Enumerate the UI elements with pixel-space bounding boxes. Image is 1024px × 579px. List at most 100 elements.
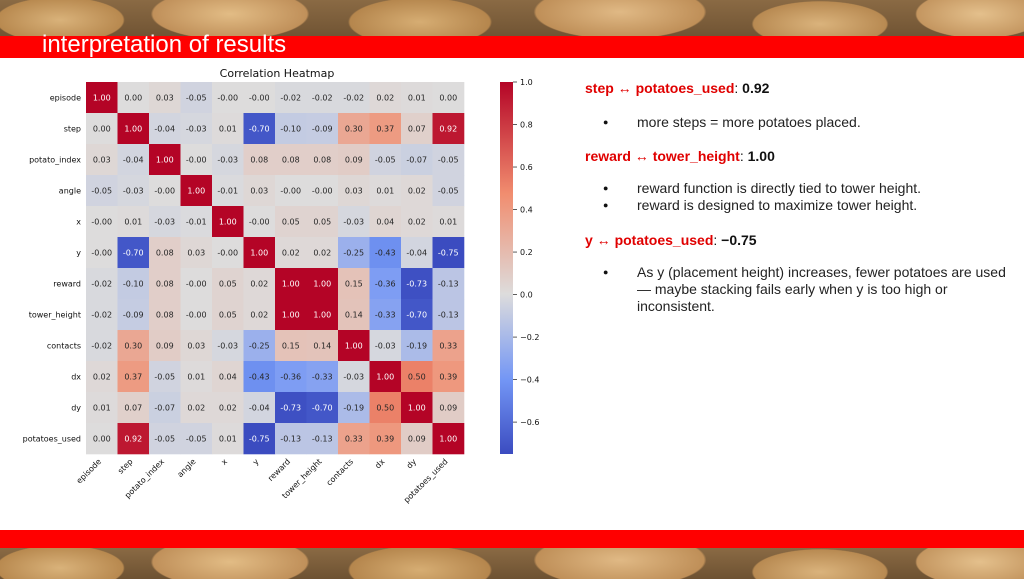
cell-value-label: 0.03 (187, 249, 205, 258)
cell-value-label: 0.01 (187, 373, 205, 382)
cell-value-label: -0.04 (249, 404, 270, 413)
cell-value-label: 0.02 (408, 218, 426, 227)
heatmap-cell (338, 206, 370, 238)
cell-value-label: 0.30 (345, 125, 363, 134)
cell-value-label: 1.00 (282, 280, 300, 289)
y-tick-label: potatoes_used (23, 435, 81, 444)
cell-value-label: -0.01 (217, 187, 238, 196)
cell-value-label: -0.70 (123, 249, 144, 258)
heatmap-cell (401, 299, 433, 331)
heatmap-cell (243, 299, 276, 331)
heatmap-cell (180, 237, 213, 269)
heatmap-cell (212, 392, 244, 424)
colorbar-tick-label: 0.6 (520, 163, 533, 172)
heatmap-cell (401, 361, 433, 393)
note-heading-step-potatoes: step ↔ potatoes_used: 0.92 (585, 80, 770, 96)
heatmap-cell (275, 423, 307, 455)
cell-value-label: -0.00 (186, 156, 207, 165)
colorbar-tick-label: 0.4 (520, 206, 533, 215)
heatmap-cell (369, 330, 402, 362)
heatmap-cell (86, 299, 118, 331)
heatmap-cell (180, 361, 213, 393)
y-tick-label: dy (71, 404, 81, 413)
note-var-b: tower_height (652, 148, 740, 164)
cell-value-label: -0.03 (343, 218, 364, 227)
cell-value-label: -0.00 (312, 187, 333, 196)
y-tick-label: reward (53, 280, 81, 289)
heatmap-cell (212, 330, 244, 362)
heatmap-cell (86, 82, 118, 114)
heatmap-cell (243, 361, 276, 393)
interpretation-notes: step ↔ potatoes_used: 0.92 more steps = … (585, 80, 1020, 315)
heatmap-cell (432, 144, 465, 176)
heatmap-cell (149, 361, 181, 393)
y-tick-label: contacts (47, 342, 81, 351)
note-var-b: potatoes_used (614, 232, 714, 248)
heatmap-cell (338, 330, 370, 362)
cell-value-label: 0.01 (219, 435, 237, 444)
cell-value-label: 0.08 (313, 156, 331, 165)
x-tick-label: episode (75, 457, 104, 486)
cell-value-label: -0.10 (123, 280, 144, 289)
heatmap-cell (180, 175, 213, 207)
cell-value-label: -0.19 (343, 404, 364, 413)
cell-value-label: -0.36 (375, 280, 396, 289)
cell-value-label: -0.00 (280, 187, 301, 196)
colorbar (500, 82, 513, 454)
cell-value-label: -0.13 (438, 311, 459, 320)
cell-value-label: -0.13 (312, 435, 333, 444)
cell-value-label: 0.01 (124, 218, 142, 227)
heatmap-cells: 1.00 0.00 0.03 -0.05 -0.00 -0.00 -0.02 -0.02 -0.… (86, 82, 465, 455)
cell-value-label: 1.00 (282, 311, 300, 320)
cell-value-label: 0.01 (219, 125, 237, 134)
heatmap-cell (86, 113, 118, 145)
cell-value-label: 0.08 (156, 280, 174, 289)
heatmap-cell (306, 268, 339, 300)
slide-title: interpretation of results (42, 31, 287, 58)
y-tick-label: x (76, 218, 81, 227)
heatmap-cell (306, 392, 339, 424)
cell-value-label: -0.70 (406, 311, 427, 320)
heatmap-cell (117, 206, 150, 238)
cell-value-label: -0.03 (186, 125, 207, 134)
chart-title: Correlation Heatmap (220, 67, 335, 80)
heatmap-cell (180, 392, 213, 424)
cell-value-label: -0.13 (438, 280, 459, 289)
cell-value-label: 0.37 (376, 125, 394, 134)
heatmap-cell (243, 330, 276, 362)
heatmap-cell (306, 330, 339, 362)
heatmap-cell (149, 206, 181, 238)
cell-value-label: 0.02 (282, 249, 300, 258)
heatmap-cell (149, 268, 181, 300)
cell-value-label: -0.70 (312, 404, 333, 413)
cell-value-label: -0.09 (123, 311, 144, 320)
cell-value-label: -0.04 (154, 125, 175, 134)
heatmap-cell (243, 268, 276, 300)
cell-value-label: 1.00 (93, 94, 111, 103)
cell-value-label: -0.01 (186, 218, 207, 227)
heatmap-cell (275, 144, 307, 176)
colorbar-tick-label: 0.2 (520, 248, 533, 257)
heatmap-cell (275, 330, 307, 362)
y-tick-label: step (64, 125, 81, 134)
cell-value-label: 0.00 (93, 125, 111, 134)
cell-value-label: 0.07 (124, 404, 142, 413)
heatmap-cell (369, 144, 402, 176)
heatmap-cell (369, 268, 402, 300)
cell-value-label: 0.92 (439, 125, 457, 134)
y-tick-label: y (76, 249, 81, 258)
cell-value-label: 0.02 (93, 373, 111, 382)
y-tick-label: potato_index (29, 156, 81, 165)
note-var-a: step (585, 80, 614, 96)
heatmap-cell (338, 392, 370, 424)
heatmap-cell (369, 423, 402, 455)
cell-value-label: -0.02 (312, 94, 333, 103)
bullet-item: reward is designed to maximize tower hei… (585, 197, 1020, 214)
heatmap-cell (212, 206, 244, 238)
colorbar-tick-label: 0.8 (520, 121, 533, 130)
heatmap-cell (338, 361, 370, 393)
heatmap-cell (275, 392, 307, 424)
footer-band (0, 530, 1024, 550)
heatmap-cell (306, 423, 339, 455)
heatmap-cell (86, 175, 118, 207)
